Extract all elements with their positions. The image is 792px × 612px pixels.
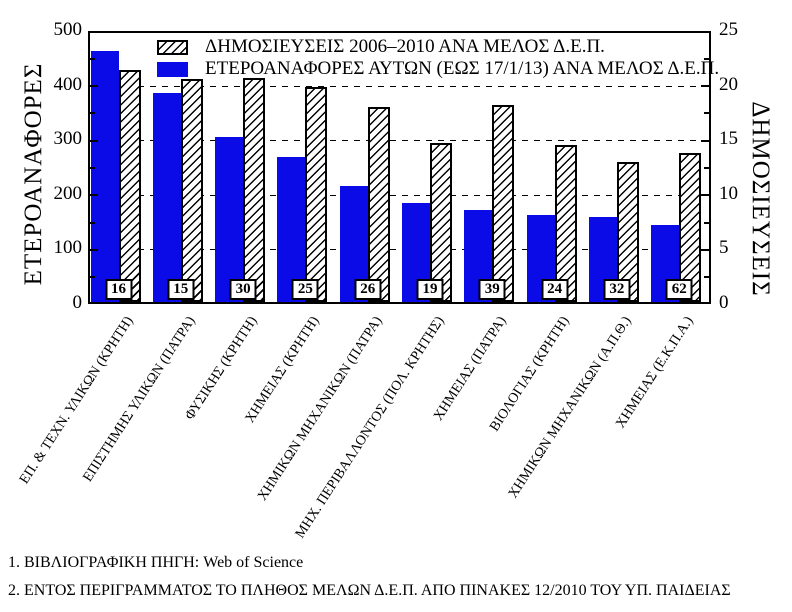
dep-count-badge: 26 <box>354 279 382 300</box>
dep-count-badge: 15 <box>167 279 195 300</box>
gridline <box>90 140 709 142</box>
tick-mark-right <box>704 112 709 115</box>
citations-bar <box>277 157 306 302</box>
tick-mark-right <box>704 276 709 279</box>
y-tick-label-left: 500 <box>53 19 83 40</box>
dep-count-badge: 19 <box>416 279 444 300</box>
dep-count-badge: 30 <box>229 279 257 300</box>
publications-bar <box>118 70 141 302</box>
legend-label-publications: ΔΗΜΟΣΙΕΥΣΕΙΣ 2006–2010 ΑΝΑ ΜΕΛΟΣ Δ.Ε.Π. <box>205 36 605 57</box>
y-tick-label-left: 200 <box>53 182 83 204</box>
tick-mark-left <box>90 248 98 251</box>
tick-mark-left <box>90 221 95 224</box>
tick-mark-left <box>90 194 98 197</box>
tick-mark-right <box>701 139 709 142</box>
footnote-source: 1. ΒΙΒΛΙΟΓΡΑΦΙΚΗ ΠΗΓΗ: Web of Science <box>8 554 304 571</box>
hatched-bar-swatch <box>157 39 188 55</box>
publications-bar <box>367 107 390 302</box>
legend: ΔΗΜΟΣΙΕΥΣΕΙΣ 2006–2010 ΑΝΑ ΜΕΛΟΣ Δ.Ε.Π. … <box>157 36 719 80</box>
publications-bar <box>492 105 515 302</box>
tick-mark-right <box>704 167 709 169</box>
y-tick-label-right: 25 <box>719 19 738 40</box>
publications-bar <box>180 79 203 302</box>
y-tick-label-left: 100 <box>53 237 83 259</box>
dep-count-badge: 32 <box>603 279 631 300</box>
legend-item-citations: ΕΤΕΡΟΑΝΑΦΟΡΕΣ ΑΥΤΩΝ (ΕΩΣ 17/1/13) ΑΝΑ ΜΕ… <box>157 58 719 80</box>
tick-mark-right <box>701 194 709 197</box>
footnotes: 1. ΒΙΒΛΙΟΓΡΑΦΙΚΗ ΠΗΓΗ: Web of Science 2.… <box>8 549 731 605</box>
citations-bar <box>90 51 119 302</box>
tick-mark-right <box>704 221 709 224</box>
tick-mark-left <box>90 139 98 142</box>
y-tick-label-left: 400 <box>53 73 83 95</box>
y-tick-label-right: 20 <box>719 73 738 95</box>
citations-bar <box>152 93 181 302</box>
dep-count-badge: 25 <box>291 279 319 300</box>
tick-mark-right <box>701 85 709 88</box>
tick-mark-right <box>701 248 709 251</box>
tick-mark-left <box>90 112 95 115</box>
citations-bar <box>215 137 244 302</box>
y-tick-label-left: 300 <box>53 128 83 150</box>
plot-area: ΔΗΜΟΣΙΕΥΣΕΙΣ 2006–2010 ΑΝΑ ΜΕΛΟΣ Δ.Ε.Π. … <box>88 31 719 304</box>
gridline <box>90 194 709 196</box>
tick-mark-left <box>90 57 95 60</box>
blue-bar-swatch <box>157 61 188 77</box>
dep-count-badge: 24 <box>541 279 569 300</box>
tick-mark-left <box>90 85 98 88</box>
y-tick-label-right: 15 <box>719 128 738 150</box>
y-tick-label-right: 5 <box>719 237 729 259</box>
publications-bar <box>243 78 266 302</box>
y-tick-label-right: 10 <box>719 182 738 204</box>
tick-mark-left <box>90 276 95 279</box>
dep-count-badge: 39 <box>478 279 506 300</box>
dep-count-badge: 16 <box>105 279 132 300</box>
tick-mark-left <box>90 167 95 169</box>
gridline <box>90 85 709 87</box>
legend-item-publications: ΔΗΜΟΣΙΕΥΣΕΙΣ 2006–2010 ΑΝΑ ΜΕΛΟΣ Δ.Ε.Π. <box>157 36 719 58</box>
dep-count-badge: 62 <box>665 279 693 300</box>
y-tick-label-right: 0 <box>719 292 729 313</box>
publications-bar <box>305 87 328 302</box>
footnote-dep-counts: 2. ΕΝΤΟΣ ΠΕΡΙΓΡΑΜΜΑΤΟΣ ΤΟ ΠΛΗΘΟΣ ΜΕΛΩΝ Δ… <box>8 582 731 599</box>
legend-label-citations: ΕΤΕΡΟΑΝΑΦΟΡΕΣ ΑΥΤΩΝ (ΕΩΣ 17/1/13) ΑΝΑ ΜΕ… <box>205 58 720 79</box>
publications-bar <box>616 162 639 302</box>
tick-mark-right <box>704 57 709 60</box>
publications-bar <box>430 143 452 302</box>
publications-bar <box>679 153 702 302</box>
gridline <box>90 249 709 251</box>
y-tick-label-left: 0 <box>72 292 83 313</box>
publications-bar <box>554 145 577 302</box>
